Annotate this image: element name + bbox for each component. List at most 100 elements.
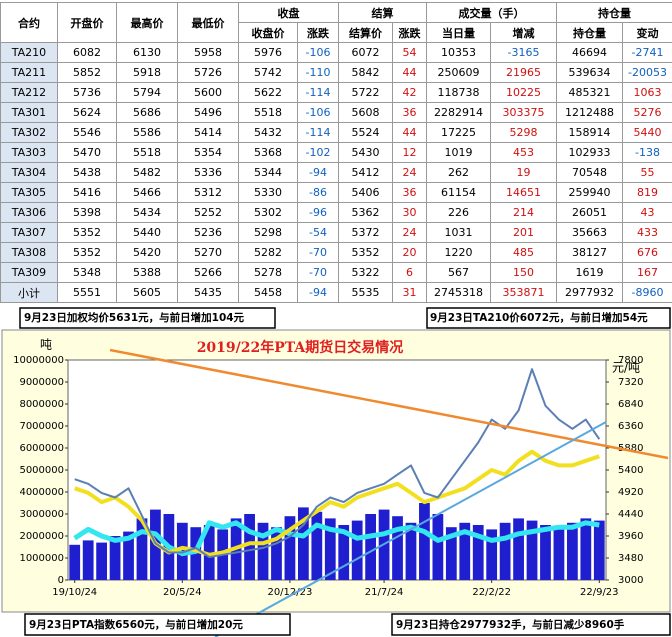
cell: -106 <box>297 42 339 63</box>
cell: 5518 <box>116 142 178 163</box>
volume-bar <box>526 520 538 580</box>
cell: 5420 <box>116 242 178 263</box>
cell: 5726 <box>177 62 239 83</box>
cell: 55 <box>622 162 672 183</box>
y2-tick-label: 7800 <box>618 355 643 366</box>
cell: 118738 <box>426 82 491 103</box>
y-tick-label: 3000000 <box>19 509 64 520</box>
cell: 5432 <box>238 122 298 143</box>
cell: 676 <box>622 242 672 263</box>
cell: 1019 <box>426 142 491 163</box>
volume-bar <box>311 511 323 580</box>
cell: 21965 <box>490 62 557 83</box>
volume-bar <box>82 540 94 580</box>
cell: 35663 <box>556 222 623 243</box>
cell: 5352 <box>57 222 117 243</box>
cell: 5686 <box>116 102 178 123</box>
cell: 36 <box>392 182 427 203</box>
cell: 31 <box>392 282 427 303</box>
volume-bar <box>338 525 350 580</box>
y2-tick-label: 3000 <box>618 575 643 586</box>
y2-label: 元/吨 <box>612 361 640 375</box>
cell: 5600 <box>177 82 239 103</box>
cell: 5352 <box>338 242 393 263</box>
cell: 5842 <box>338 62 393 83</box>
cell: 226 <box>426 202 491 223</box>
table-row: TA302 5546 5586 5414 5432 -114 5524 44 17225 5298… <box>0 122 672 143</box>
cell: 5362 <box>338 202 393 223</box>
cell: 5312 <box>177 182 239 203</box>
x-tick-label: 20/12/23 <box>267 587 312 598</box>
cell: 44 <box>392 122 427 143</box>
cell: 24 <box>392 222 427 243</box>
volume-bar <box>459 522 471 580</box>
cell: 5438 <box>57 162 117 183</box>
cell: 5236 <box>177 222 239 243</box>
cell: 150 <box>490 262 557 283</box>
cell: 2745318 <box>426 282 491 303</box>
volume-bar <box>499 522 511 580</box>
x-tick-label: 20/5/24 <box>163 587 202 598</box>
group-header: 开盘价 <box>57 2 117 43</box>
group-header: 最低价 <box>177 2 239 43</box>
volume-bar <box>123 531 134 580</box>
volume-bar <box>593 520 605 580</box>
table-row: TA303 5470 5518 5354 5368 -102 5430 12 1019 453 10… <box>0 142 672 163</box>
volume-bar <box>472 525 484 580</box>
table-row: TA301 5624 5686 5496 5518 -106 5608 36 2282914 30… <box>0 102 672 123</box>
volume-bar <box>284 516 296 580</box>
cell: TA305 <box>0 182 58 203</box>
cell: TA303 <box>0 142 58 163</box>
cell: -110 <box>297 62 339 83</box>
cell: 2977932 <box>556 282 623 303</box>
cell: TA304 <box>0 162 58 183</box>
cell: 5605 <box>116 282 178 303</box>
cell: 262 <box>426 162 491 183</box>
cell: TA212 <box>0 82 58 103</box>
annotation: 9月23日加权均价5631元，与前日增加104元 <box>24 311 245 324</box>
cell: -106 <box>297 102 339 123</box>
cell: 5524 <box>338 122 393 143</box>
cell: 38127 <box>556 242 623 263</box>
cell: 5398 <box>57 202 117 223</box>
cell: 10225 <box>490 82 557 103</box>
cell: TA308 <box>0 242 58 263</box>
cell: 5622 <box>238 82 298 103</box>
x-tick-label: 21/7/24 <box>365 587 404 598</box>
y2-tick-label: 6840 <box>618 399 643 410</box>
volume-bar <box>96 542 108 580</box>
cell: 5586 <box>116 122 178 143</box>
annotation-box <box>391 613 671 636</box>
y-tick-label: 2000000 <box>19 531 64 542</box>
cell: -54 <box>297 222 339 243</box>
volume-bar <box>566 522 578 580</box>
cell: 5344 <box>238 162 298 183</box>
volume-bar <box>109 536 121 580</box>
annotation-box <box>24 613 291 636</box>
cell: 43 <box>622 202 672 223</box>
cell: TA309 <box>0 262 58 283</box>
x-tick-label: 19/10/24 <box>52 587 97 598</box>
y-label: 吨 <box>40 338 52 352</box>
cell: 5976 <box>238 42 298 63</box>
cell: 5388 <box>116 262 178 283</box>
cell: 5624 <box>57 102 117 123</box>
cell: 5252 <box>177 202 239 223</box>
table-row: TA210 6082 6130 5958 5976 -106 6072 54 10353 -316… <box>0 42 672 63</box>
futures-table: 合约 开盘价 最高价 最低价 收盘 结算 成交量（手） 持仓量 收盘价 涨跌 结算价 涨跌 当日量 增减持… <box>0 2 672 303</box>
table-row: TA211 5852 5918 5726 5742 -110 5842 44 250609 219… <box>0 62 672 83</box>
cell: 61154 <box>426 182 491 203</box>
column-header: 当日量 <box>426 22 491 43</box>
volume-bar <box>257 522 269 580</box>
annotation: 9月23日PTA指数6560元，与前日增加20元 <box>29 618 243 631</box>
table-row: TA212 5736 5794 5600 5622 -114 5722 42 118738 102… <box>0 82 672 103</box>
volume-bar <box>580 518 592 580</box>
x-tick-label: 22/9/23 <box>580 587 619 598</box>
column-header: 涨跌 <box>297 22 339 43</box>
cell: 5348 <box>57 262 117 283</box>
cell: 539634 <box>556 62 623 83</box>
cell: TA211 <box>0 62 58 83</box>
header-row: 合约 开盘价 最高价 最低价 收盘 结算 成交量（手） 持仓量 <box>0 2 672 43</box>
cell: 567 <box>426 262 491 283</box>
cell: 1212488 <box>556 102 623 123</box>
